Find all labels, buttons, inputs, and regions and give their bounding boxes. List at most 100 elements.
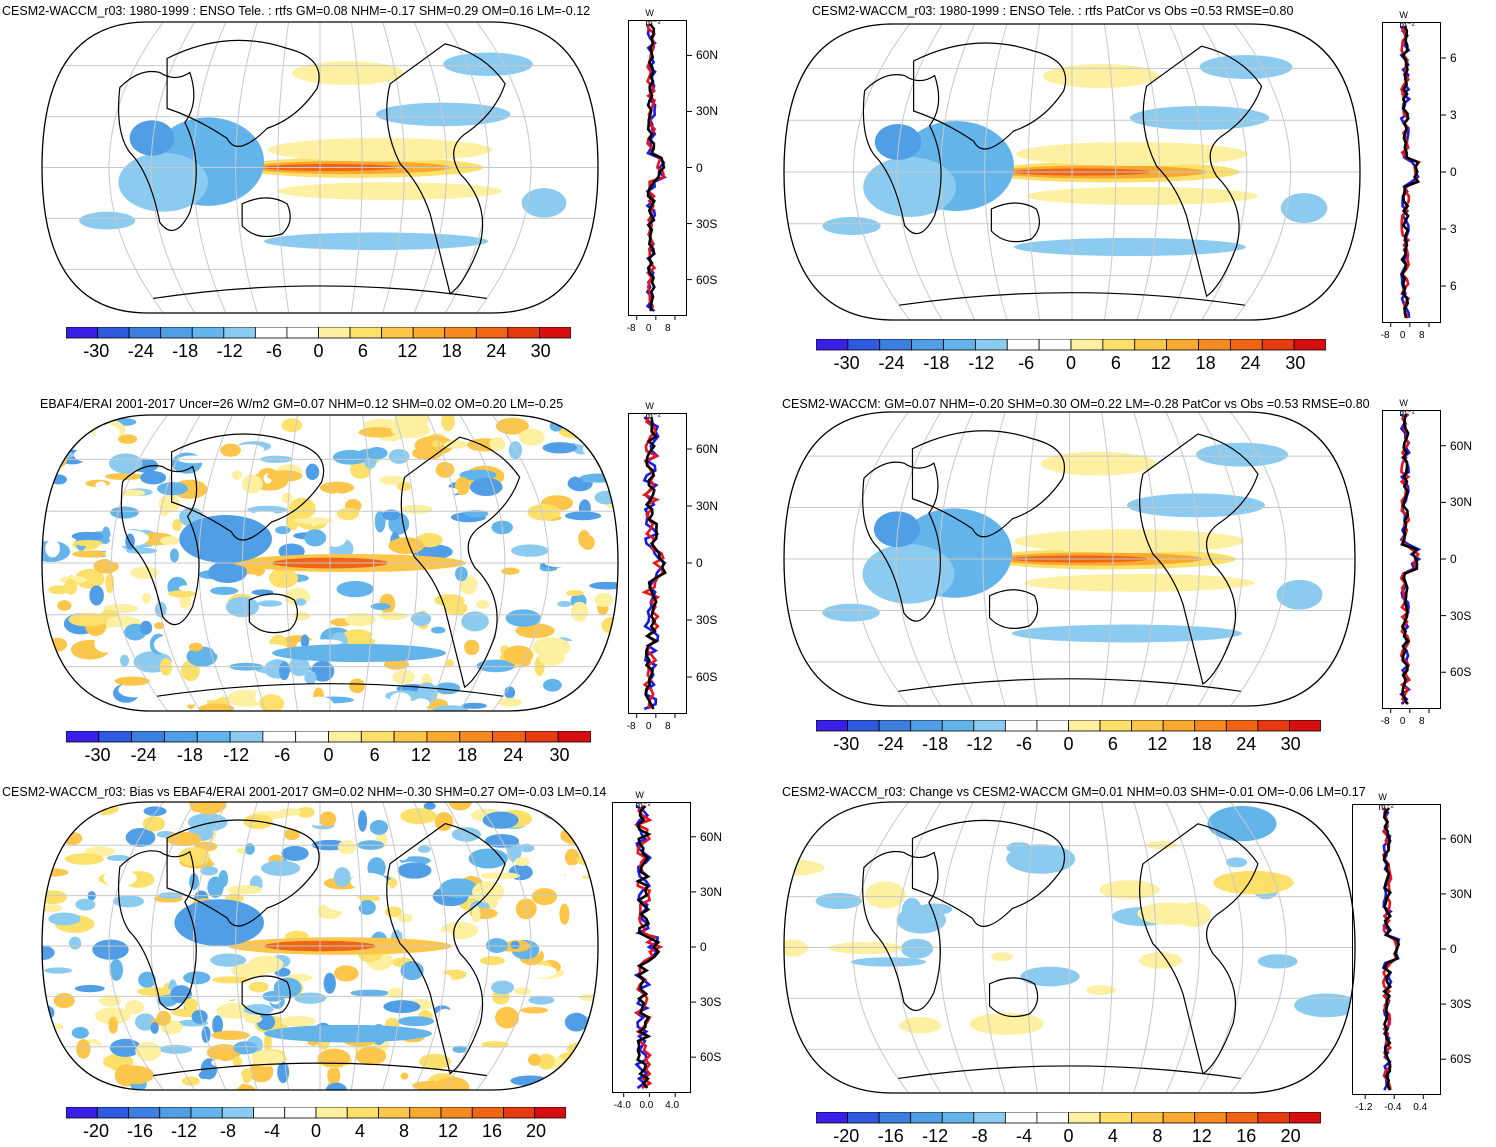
- colorbar-tick-label: -24: [878, 353, 905, 373]
- colorbar-tick-label: -12: [216, 341, 243, 361]
- zonal-x-tick-label: 8: [664, 323, 671, 334]
- zonal-x-tick-label: 0: [1399, 716, 1406, 727]
- zonal-lat-label: 0: [1450, 552, 1457, 566]
- colorbar-tick-label: -18: [176, 745, 203, 765]
- colorbar: [816, 339, 1326, 351]
- colorbar-tick-label: -16: [126, 1121, 154, 1141]
- colorbar-tick-label: -12: [968, 353, 995, 373]
- colorbar-tick-label: -24: [127, 341, 154, 361]
- colorbar-tick-label: -30: [84, 745, 111, 765]
- colorbar-tick-label: -30: [833, 353, 860, 373]
- zonal-lat-label: 60N: [1450, 831, 1473, 846]
- colorbar-tick-label: -6: [266, 341, 283, 361]
- colorbar-tick-label: -12: [966, 734, 993, 754]
- zonal-lat-label: 3: [1450, 108, 1457, 122]
- zonal-lat-label: 60S: [1450, 1052, 1472, 1067]
- colorbar-tick-label: -6: [1018, 353, 1035, 373]
- colorbar-tick-label: 18: [457, 745, 478, 765]
- colorbar-tick-label: 30: [1285, 353, 1306, 373]
- zonal-lat-label: 0: [700, 940, 707, 954]
- colorbar-tick-label: 12: [1150, 353, 1171, 373]
- colorbar-tick-label: -24: [877, 734, 904, 754]
- colorbar-tick-label: -4: [1016, 1126, 1033, 1146]
- zonal-lat-label: 30S: [1450, 608, 1472, 623]
- map-plot: [41, 21, 599, 314]
- colorbar-tick-label: 6: [1110, 353, 1121, 373]
- colorbar-tick-label: -12: [170, 1121, 198, 1141]
- colorbar-tick-label: -24: [130, 745, 157, 765]
- map-plot: [41, 414, 619, 712]
- colorbar: [66, 731, 591, 743]
- colorbar-tick-label: 0: [310, 1121, 322, 1141]
- colorbar: [66, 327, 571, 339]
- colorbar-tick-label: 12: [410, 745, 431, 765]
- colorbar-tick-label: 4: [1107, 1126, 1118, 1146]
- colorbar-tick-label: 12: [437, 1121, 459, 1141]
- zonal-lat-label: 30S: [700, 995, 722, 1010]
- colorbar-tick-label: 24: [1240, 353, 1261, 373]
- zonal-lat-label: 0: [1450, 942, 1457, 956]
- map-plot: [783, 411, 1356, 707]
- colorbar-tick-label: 20: [1280, 1126, 1301, 1146]
- colorbar-tick-label: -12: [223, 745, 250, 765]
- colorbar-tick-label: 30: [530, 341, 551, 361]
- zonal-x-tick-label: 0: [1399, 330, 1406, 341]
- zonal-lat-label: 60S: [700, 1050, 722, 1065]
- zonal-lat-label: 30N: [1450, 495, 1473, 510]
- colorbar-tick-label: -6: [274, 745, 291, 765]
- colorbar-tick-label: 12: [1147, 734, 1168, 754]
- colorbar-tick-label: -12: [922, 1126, 949, 1146]
- panel-title: CESM2-WACCM_r03: Bias vs EBAF4/ERAI 2001…: [2, 785, 607, 799]
- zonal-lat-label: 0: [696, 160, 703, 175]
- colorbar-tick-label: -18: [172, 341, 199, 361]
- colorbar-tick-label: -4: [263, 1121, 281, 1141]
- zonal-unit-label: W m⁻²: [645, 8, 661, 28]
- zonal-unit-label: W m⁻²: [635, 790, 651, 810]
- map-plot: [783, 23, 1361, 321]
- zonal-x-tick-label: 8: [1418, 716, 1425, 727]
- colorbar-tick-label: 16: [481, 1121, 503, 1141]
- colorbar-tick-label: 8: [1152, 1126, 1163, 1146]
- colorbar: [816, 1112, 1321, 1124]
- zonal-lat-label: 60S: [696, 670, 718, 684]
- zonal-lat-label: 60N: [1450, 438, 1473, 453]
- zonal-lat-label: 30N: [696, 499, 719, 513]
- colorbar-tick-label: 12: [1191, 1126, 1212, 1146]
- zonal-x-tick-label: -8: [1380, 330, 1390, 341]
- colorbar-tick-label: 6: [357, 341, 368, 361]
- zonal-mean-plot: [1352, 804, 1446, 1099]
- colorbar-tick-label: -18: [923, 353, 950, 373]
- zonal-lat-label: 30S: [696, 216, 718, 231]
- zonal-lat-label: 6: [1450, 279, 1457, 293]
- zonal-x-tick-label: 0.4: [1413, 1102, 1428, 1113]
- panel-title: CESM2-WACCM: GM=0.07 NHM=-0.20 SHM=0.30 …: [782, 397, 1370, 411]
- colorbar-tick-label: 0: [1063, 1126, 1074, 1146]
- zonal-lat-label: 3: [1450, 222, 1457, 236]
- zonal-x-tick-label: 8: [664, 721, 671, 732]
- zonal-unit-label: W m⁻²: [645, 401, 661, 421]
- zonal-x-tick-label: 0.0: [639, 1100, 654, 1111]
- colorbar-tick-label: 16: [1236, 1126, 1257, 1146]
- colorbar-tick-label: 18: [1195, 353, 1216, 373]
- zonal-lat-label: 30N: [1450, 886, 1473, 901]
- colorbar-tick-label: 0: [1063, 734, 1074, 754]
- zonal-x-tick-label: -8: [1380, 716, 1390, 727]
- colorbar-tick-label: 12: [397, 341, 418, 361]
- zonal-x-tick-label: -8: [626, 323, 636, 334]
- zonal-x-tick-label: -1.2: [1355, 1102, 1373, 1113]
- colorbar-tick-label: 4: [354, 1121, 366, 1141]
- colorbar-tick-label: 24: [503, 745, 524, 765]
- colorbar-tick-label: 24: [1236, 734, 1257, 754]
- zonal-lat-label: 30N: [700, 884, 723, 899]
- zonal-x-tick-label: -8: [626, 721, 636, 732]
- colorbar-tick-label: 6: [1107, 734, 1118, 754]
- zonal-mean-plot: [1382, 22, 1446, 327]
- panel-title: EBAF4/ERAI 2001-2017 Uncer=26 W/m2 GM=0.…: [40, 397, 564, 411]
- colorbar-tick-label: -18: [922, 734, 949, 754]
- zonal-x-tick-label: -0.4: [1384, 1102, 1402, 1113]
- zonal-x-tick-label: 0: [645, 323, 652, 334]
- colorbar-tick-label: -8: [219, 1121, 237, 1141]
- zonal-x-tick-label: 4.0: [665, 1100, 680, 1111]
- colorbar: [66, 1107, 566, 1119]
- panel-title: CESM2-WACCM_r03: 1980-1999 : ENSO Tele. …: [812, 4, 1294, 18]
